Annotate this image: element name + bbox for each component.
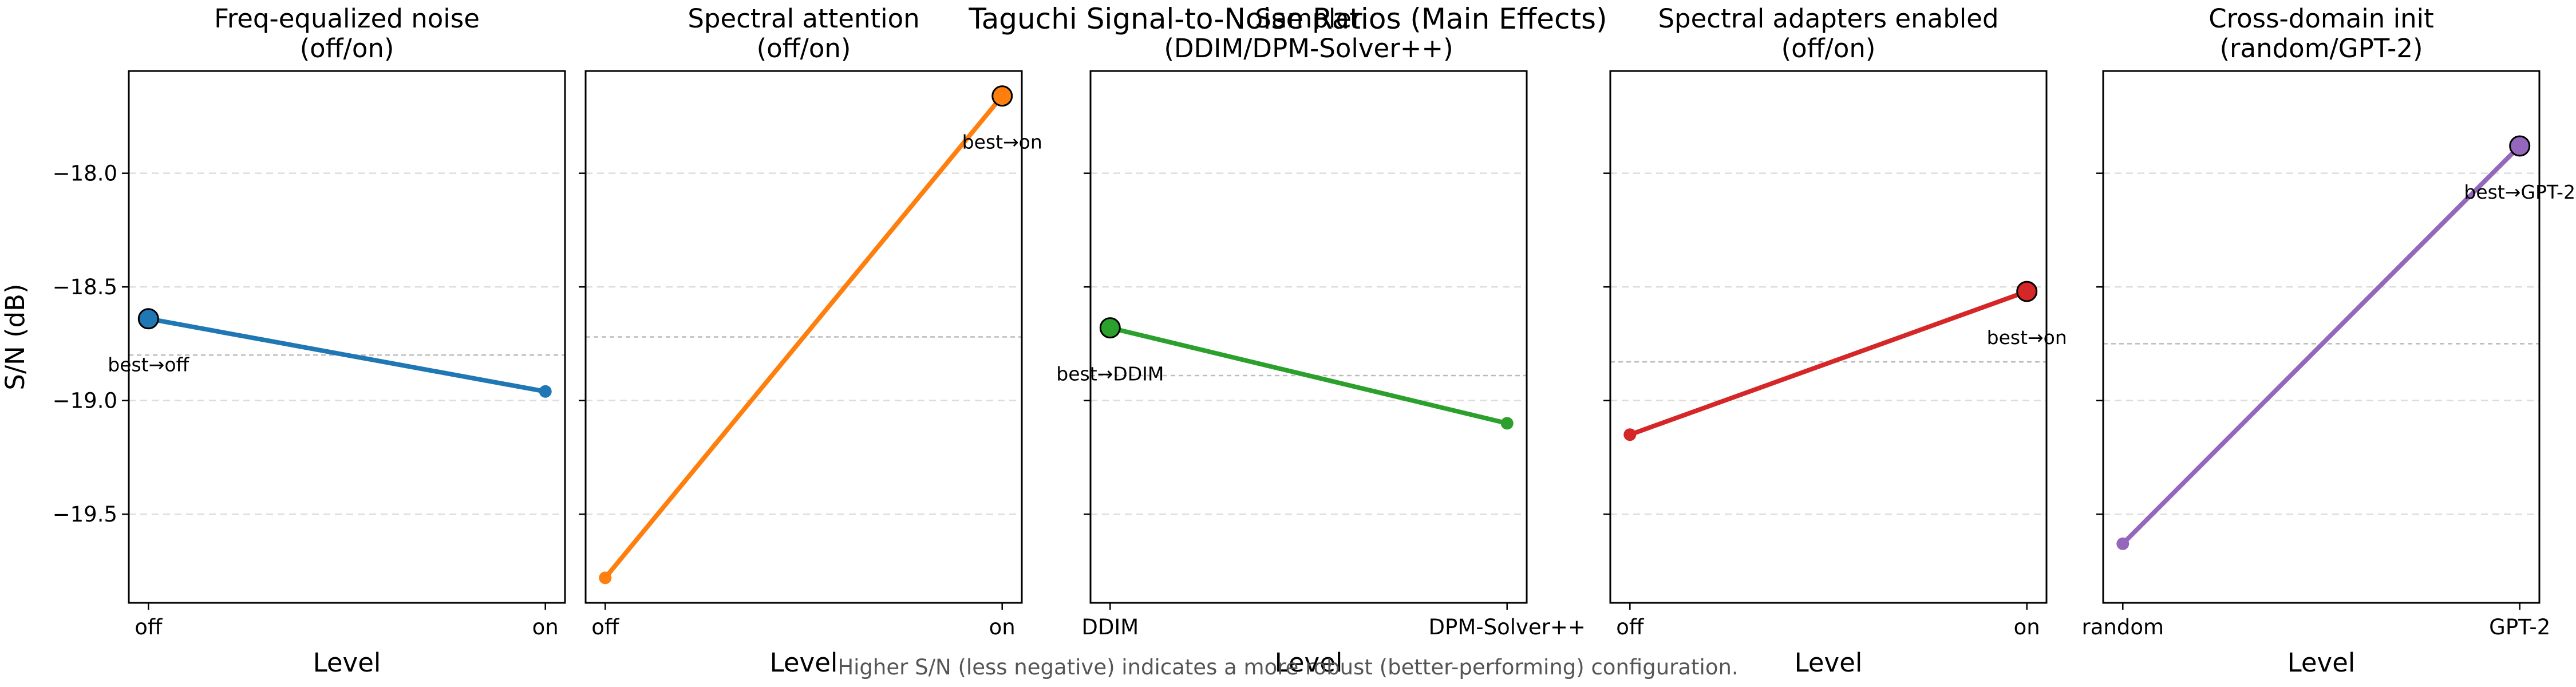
panel-title: Spectral adapters enabled [1658,3,1998,34]
x-tick-label: on [532,615,559,639]
x-tick-label: on [2014,615,2040,639]
axes-frame [128,70,566,604]
x-tick-label: off [591,615,620,639]
panel-2: best→on off on Level Spectral attention(off/… [579,3,1042,678]
series-line [146,316,548,394]
x-tick-label: off [135,615,163,639]
y-tick-label: −19.0 [53,389,117,413]
panel-title: Spectral attention [688,3,919,34]
axes-frame [2102,70,2541,604]
panel-3: best→DDIM DDIM DPM-Solver++ Level Sampler(DD… [1056,3,1586,678]
x-tick-label: GPT-2 [2489,615,2550,639]
best-annotation: best→off [108,354,189,376]
series-line [1627,289,2029,437]
panel-4: best→on off on Level Spectral adapters enabl… [1603,3,2067,678]
x-axis-label: Level [770,647,838,678]
y-tick-label: −19.5 [53,502,117,527]
series-line [603,93,1005,581]
data-point [599,571,612,585]
x-tick-label: off [1616,615,1645,639]
x-axis-label: Level [313,647,381,678]
data-point [1500,417,1514,430]
figure-suptitle: Taguchi Signal-to-Noise Ratios (Main Eff… [968,2,1607,35]
panel-title: (off/on) [757,33,851,64]
best-point [137,308,159,330]
x-axis-label: Level [1275,647,1343,678]
panel-title: (off/on) [300,33,394,64]
x-tick-label: DDIM [1081,615,1139,639]
best-annotation: best→on [962,131,1042,153]
axes-frame [1089,70,1528,604]
best-point [1099,317,1121,339]
axes-frame [1609,70,2048,604]
best-annotation: best→GPT-2 [2464,181,2575,203]
panel-title: (random/GPT-2) [2219,33,2423,64]
data-point [1623,428,1637,441]
panel-title: Freq-equalized noise [214,3,480,34]
data-point [539,385,552,398]
panel-title: (DDIM/DPM-Solver++) [1164,33,1453,64]
data-point [2116,537,2129,550]
x-tick-label: on [989,615,1016,639]
x-axis-label: Level [2287,647,2356,678]
x-axis-label: Level [1795,647,1863,678]
y-tick-label: −18.0 [53,161,117,186]
x-tick-label: DPM-Solver++ [1429,615,1586,639]
best-point [2509,135,2531,157]
series-line [1108,325,1510,426]
series-line [2120,144,2522,546]
figure-caption: Higher S/N (less negative) indicates a m… [837,655,1738,680]
best-annotation: best→DDIM [1056,363,1164,385]
axes-frame [584,70,1023,604]
y-axis-label: S/N (dB) [0,283,30,390]
panel-title: Cross-domain init [2208,3,2434,34]
best-annotation: best→on [1987,326,2067,349]
panel-title: Sampler [1255,3,1362,34]
panel-5: best→GPT-2 random GPT-2 Level Cross-domain i… [2082,3,2575,678]
panels: best→off −18.0 −18.5 −19.0 −19.5 off on Level S/… [0,3,2575,678]
panel-title: (off/on) [1781,33,1876,64]
panel-1: best→off −18.0 −18.5 −19.0 −19.5 off on Level S/… [0,3,566,678]
best-point [2016,281,2038,302]
best-point [991,85,1013,107]
x-tick-label: random [2082,615,2164,639]
y-tick-label: −18.5 [53,275,117,299]
